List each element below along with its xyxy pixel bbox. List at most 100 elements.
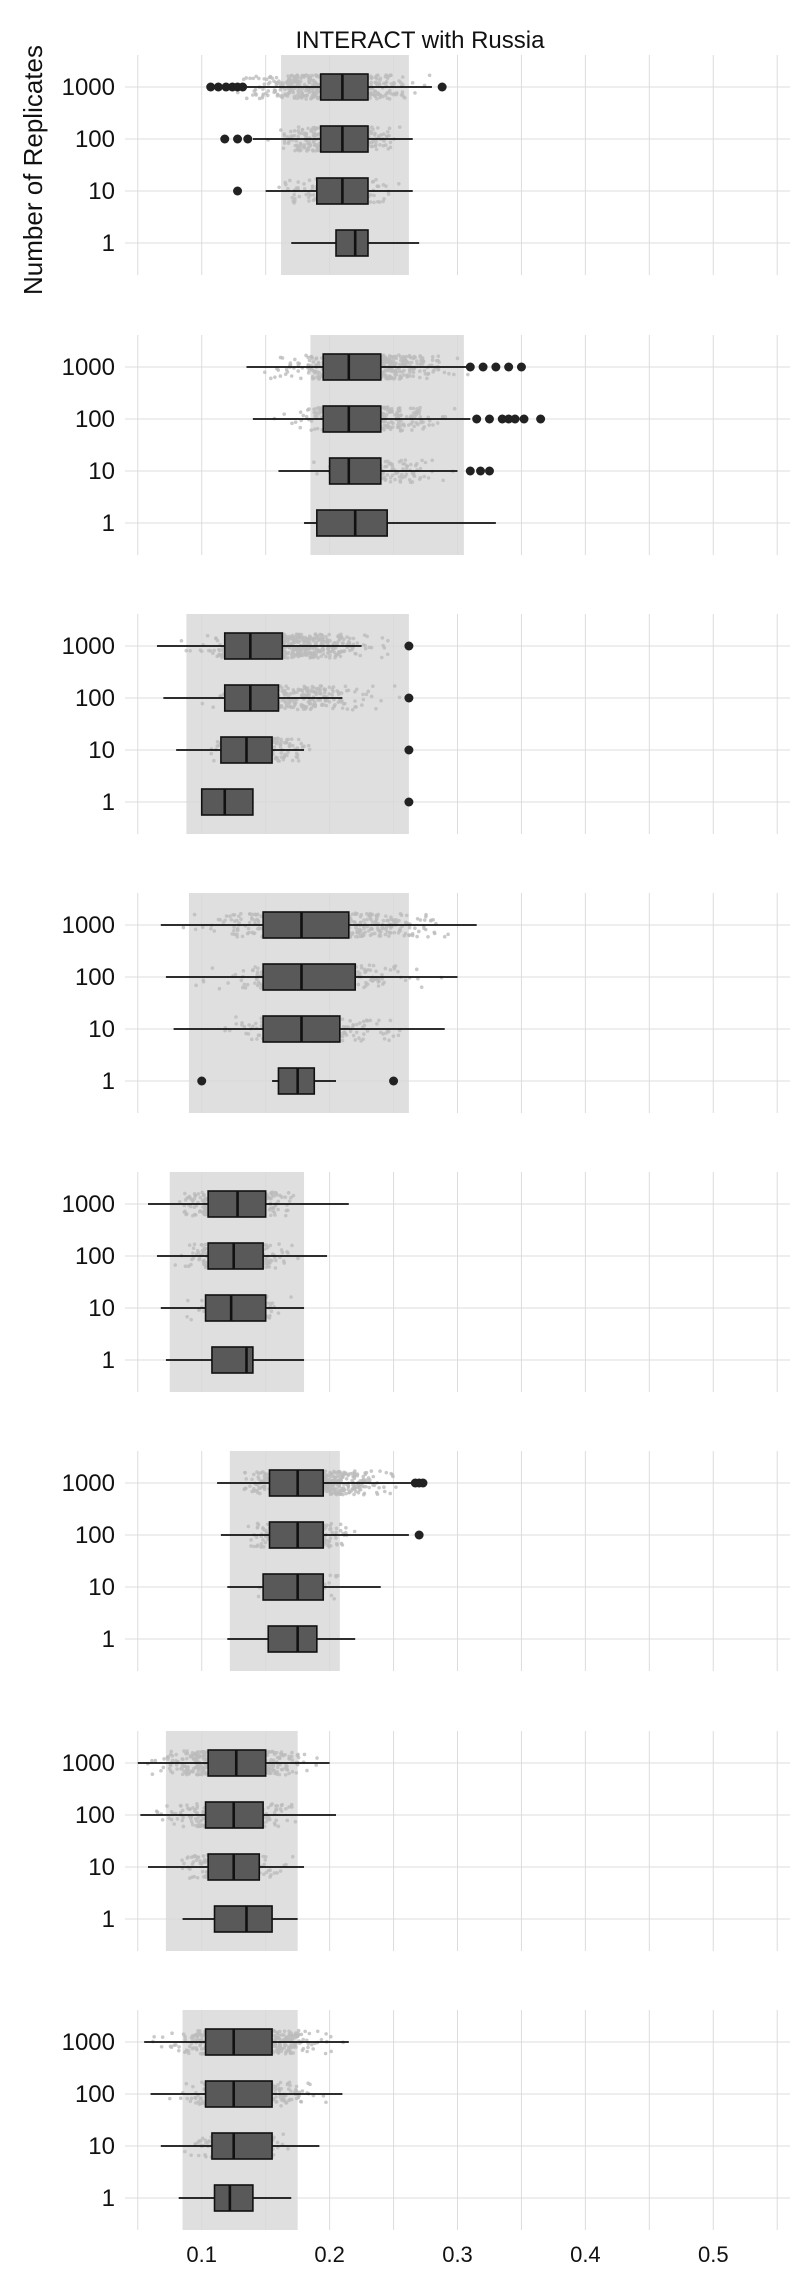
data-point (206, 648, 211, 653)
data-point (408, 462, 413, 467)
data-point (308, 707, 313, 712)
data-point (324, 635, 328, 639)
data-point (345, 707, 350, 711)
data-point (307, 358, 312, 363)
data-point (183, 1209, 187, 1214)
data-point (273, 1190, 278, 1195)
data-point (308, 143, 313, 148)
data-point (284, 700, 288, 705)
data-point (270, 76, 274, 80)
data-point (235, 90, 240, 95)
box (328, 457, 382, 485)
data-point (250, 968, 255, 973)
data-point (274, 741, 279, 746)
data-point (374, 140, 378, 144)
data-point (269, 1191, 274, 1195)
data-point (404, 414, 409, 419)
data-point (388, 461, 393, 466)
y-tick-label: 10 (88, 458, 115, 485)
data-point (361, 697, 366, 702)
box (223, 632, 284, 660)
data-point (296, 145, 300, 149)
data-point (286, 81, 290, 86)
data-point (288, 704, 293, 709)
data-point (336, 634, 340, 639)
data-point (384, 80, 389, 84)
data-point (398, 926, 403, 931)
data-point (297, 87, 302, 91)
data-point (255, 917, 259, 922)
data-point (379, 698, 383, 703)
data-point (388, 931, 393, 935)
data-point (327, 700, 332, 704)
data-point (381, 419, 386, 424)
data-point (306, 195, 311, 200)
data-point (297, 688, 302, 692)
data-point (354, 1030, 359, 1035)
data-point (435, 421, 440, 425)
data-point (413, 355, 417, 360)
data-point (296, 737, 301, 742)
data-point (187, 1243, 192, 1247)
data-point (376, 73, 380, 77)
data-point (295, 639, 299, 644)
data-point (280, 356, 285, 360)
data-point (354, 652, 358, 656)
data-point (364, 692, 369, 697)
y-tick-label: 1 (102, 510, 115, 537)
data-point (266, 1245, 270, 1250)
data-point (315, 472, 319, 476)
box (319, 125, 369, 153)
data-point (181, 925, 186, 930)
data-point (366, 689, 371, 694)
data-point (370, 912, 375, 917)
data-point (242, 1024, 247, 1029)
data-point (386, 918, 391, 923)
data-point (210, 966, 215, 970)
outlier-point (465, 362, 475, 372)
data-point (407, 933, 411, 938)
data-point (221, 920, 226, 925)
data-point (297, 194, 302, 199)
data-point (301, 413, 306, 418)
data-point (397, 353, 401, 357)
data-point (339, 632, 343, 637)
data-point (411, 370, 416, 375)
data-point (369, 80, 373, 85)
data-point (365, 917, 369, 922)
data-point (326, 639, 330, 644)
data-point (367, 913, 371, 918)
data-point (266, 89, 271, 93)
data-point (418, 466, 423, 471)
data-point (442, 934, 447, 939)
data-point (302, 146, 307, 150)
data-point (300, 745, 305, 749)
data-point (418, 375, 422, 380)
outlier-point (504, 362, 514, 372)
data-point (232, 928, 236, 933)
data-point (323, 688, 327, 692)
data-point (292, 647, 297, 652)
data-point (376, 984, 381, 988)
data-point (340, 1017, 345, 1021)
data-point (386, 130, 390, 134)
data-point (410, 480, 415, 484)
data-point (306, 743, 311, 748)
box-row-100: 100 (75, 125, 413, 153)
data-point (321, 647, 325, 651)
data-point (421, 359, 426, 364)
data-point (307, 80, 312, 85)
data-point (292, 701, 297, 705)
data-point (384, 91, 389, 96)
data-point (331, 706, 335, 711)
data-point (327, 685, 332, 689)
data-point (359, 963, 364, 968)
data-point (424, 914, 428, 919)
data-point (426, 371, 431, 376)
data-point (289, 374, 294, 378)
outlier-point (233, 186, 243, 196)
outlier-point (472, 414, 482, 424)
data-point (382, 646, 387, 650)
data-point (301, 707, 306, 712)
data-point (293, 80, 297, 84)
